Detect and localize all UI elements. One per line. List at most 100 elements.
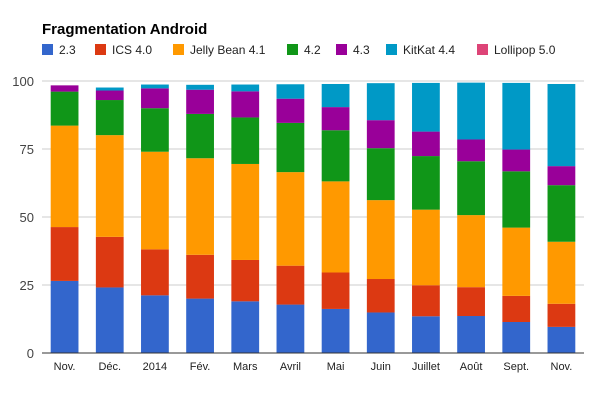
bar-3-series-5: [186, 84, 214, 90]
x-axis-ticks: Nov. Déc. 2014 Fév. Mars Avril Mai Juin Juillet A…: [54, 361, 573, 373]
y-tick-label-0: 0: [27, 346, 34, 361]
legend-label-5: KitKat 4.4: [403, 43, 455, 57]
bar-5-series-2: [276, 172, 305, 266]
bar-7-series-4: [366, 120, 395, 149]
bars: [50, 82, 576, 353]
bar-1-series-3: [95, 100, 124, 136]
legend-swatch-3: [287, 44, 298, 55]
y-tick-label-100: 100: [12, 74, 34, 89]
bar-2-series-3: [141, 108, 169, 152]
bar-2-series-4: [141, 88, 169, 109]
bar-6-series-2: [321, 181, 350, 273]
x-tick-label-1: Déc.: [98, 361, 121, 373]
bar-5-series-4: [276, 98, 305, 123]
bar-7-series-0: [366, 312, 395, 353]
bar-10-series-1: [502, 295, 531, 322]
legend-label-4: 4.3: [353, 43, 370, 57]
legend: 2.3 ICS 4.0 Jelly Bean 4.1 4.2 4.3 KitKat 4.4…: [42, 43, 556, 57]
bar-7-series-2: [366, 200, 395, 280]
bar-11-series-5: [547, 83, 576, 167]
x-tick-label-6: Mai: [327, 361, 345, 373]
bar-8-series-1: [412, 285, 440, 317]
bar-3-series-2: [186, 158, 214, 255]
bar-11-series-3: [547, 185, 576, 242]
bar-11-series-0: [547, 326, 576, 353]
bar-3-series-3: [186, 113, 214, 159]
bar-4-series-5: [231, 84, 260, 92]
bar-1-series-2: [95, 135, 124, 237]
x-tick-label-8: Juillet: [412, 361, 440, 373]
x-tick-label-0: Nov.: [54, 361, 76, 373]
bar-9-series-0: [457, 316, 485, 353]
bar-6-series-3: [321, 130, 350, 182]
legend-swatch-4: [336, 44, 347, 55]
bar-0-series-4: [50, 85, 79, 92]
bar-9-series-4: [457, 139, 485, 162]
bar-10-series-2: [502, 227, 531, 296]
y-axis-ticks: 0 25 50 75 100: [12, 74, 34, 361]
bar-9-series-5: [457, 82, 485, 140]
bar-7-series-1: [366, 279, 395, 313]
x-tick-label-11: Nov.: [551, 361, 573, 373]
bar-8-series-0: [412, 316, 440, 353]
bar-2-series-2: [141, 151, 169, 250]
bar-0-series-3: [50, 91, 79, 126]
bar-6-series-0: [321, 308, 350, 353]
bar-10-series-0: [502, 321, 531, 353]
legend-label-6: Lollipop 5.0: [494, 43, 556, 57]
bar-2-series-1: [141, 249, 169, 296]
bar-2-series-0: [141, 295, 169, 353]
bar-1-series-4: [95, 90, 124, 101]
chart-title: Fragmentation Android: [42, 21, 207, 38]
bar-5-series-1: [276, 265, 305, 305]
bar-3-series-0: [186, 298, 214, 353]
y-tick-label-25: 25: [20, 278, 34, 293]
bar-9-series-1: [457, 287, 485, 317]
legend-label-0: 2.3: [59, 43, 76, 57]
bar-0-series-1: [50, 227, 79, 281]
y-tick-label-50: 50: [20, 210, 34, 225]
x-tick-label-10: Sept.: [503, 361, 529, 373]
bar-11-series-2: [547, 241, 576, 304]
bar-6-series-5: [321, 83, 350, 108]
bar-5-series-3: [276, 122, 305, 173]
bar-1-series-5: [95, 87, 124, 91]
bar-7-series-5: [366, 83, 395, 121]
x-tick-label-2: 2014: [143, 361, 167, 373]
bar-6-series-4: [321, 107, 350, 131]
legend-swatch-6: [477, 44, 488, 55]
bar-5-series-0: [276, 304, 305, 353]
bar-4-series-2: [231, 163, 260, 260]
x-tick-label-5: Avril: [280, 361, 301, 373]
bar-7-series-3: [366, 148, 395, 201]
bar-4-series-0: [231, 301, 260, 353]
gridlines: [42, 80, 584, 286]
bar-11-series-1: [547, 303, 576, 327]
bar-0-series-0: [50, 280, 79, 353]
legend-label-1: ICS 4.0: [112, 43, 152, 57]
bar-10-series-5: [502, 82, 531, 150]
x-tick-label-7: Juin: [371, 361, 391, 373]
bar-9-series-2: [457, 215, 485, 288]
bar-4-series-1: [231, 259, 260, 302]
legend-swatch-1: [95, 44, 106, 55]
bar-8-series-2: [412, 209, 440, 286]
bar-8-series-3: [412, 156, 440, 210]
bar-9-series-3: [457, 161, 485, 216]
bar-8-series-5: [412, 82, 440, 132]
bar-8-series-4: [412, 131, 440, 157]
bar-10-series-3: [502, 171, 531, 228]
bar-10-series-4: [502, 149, 531, 172]
bar-5-series-5: [276, 84, 305, 99]
bar-4-series-3: [231, 117, 260, 164]
y-tick-label-75: 75: [20, 142, 34, 157]
x-tick-label-9: Août: [460, 361, 483, 373]
legend-swatch-2: [173, 44, 184, 55]
legend-label-3: 4.2: [304, 43, 321, 57]
legend-label-2: Jelly Bean 4.1: [190, 43, 266, 57]
bar-2-series-5: [141, 84, 169, 89]
bar-0-series-2: [50, 125, 79, 228]
bar-4-series-4: [231, 91, 260, 118]
bar-1-series-1: [95, 236, 124, 288]
